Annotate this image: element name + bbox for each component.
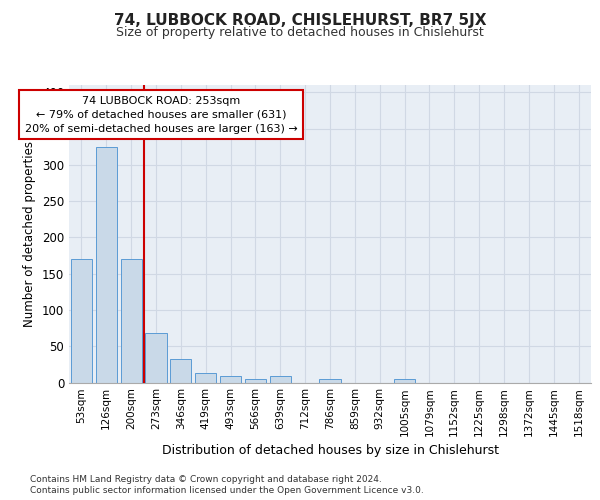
Text: 74, LUBBOCK ROAD, CHISLEHURST, BR7 5JX: 74, LUBBOCK ROAD, CHISLEHURST, BR7 5JX <box>114 12 486 28</box>
Y-axis label: Number of detached properties: Number of detached properties <box>23 141 37 327</box>
Text: Size of property relative to detached houses in Chislehurst: Size of property relative to detached ho… <box>116 26 484 39</box>
Bar <box>220 376 241 382</box>
Bar <box>319 379 341 382</box>
Bar <box>270 376 291 382</box>
Bar <box>170 358 191 382</box>
Bar <box>121 259 142 382</box>
Bar <box>195 373 216 382</box>
Bar <box>71 259 92 382</box>
Text: Contains HM Land Registry data © Crown copyright and database right 2024.: Contains HM Land Registry data © Crown c… <box>30 475 382 484</box>
Bar <box>394 379 415 382</box>
Bar <box>96 146 117 382</box>
Text: Contains public sector information licensed under the Open Government Licence v3: Contains public sector information licen… <box>30 486 424 495</box>
X-axis label: Distribution of detached houses by size in Chislehurst: Distribution of detached houses by size … <box>161 444 499 458</box>
Bar <box>145 333 167 382</box>
Bar <box>245 379 266 382</box>
Text: 74 LUBBOCK ROAD: 253sqm
← 79% of detached houses are smaller (631)
20% of semi-d: 74 LUBBOCK ROAD: 253sqm ← 79% of detache… <box>25 96 298 134</box>
